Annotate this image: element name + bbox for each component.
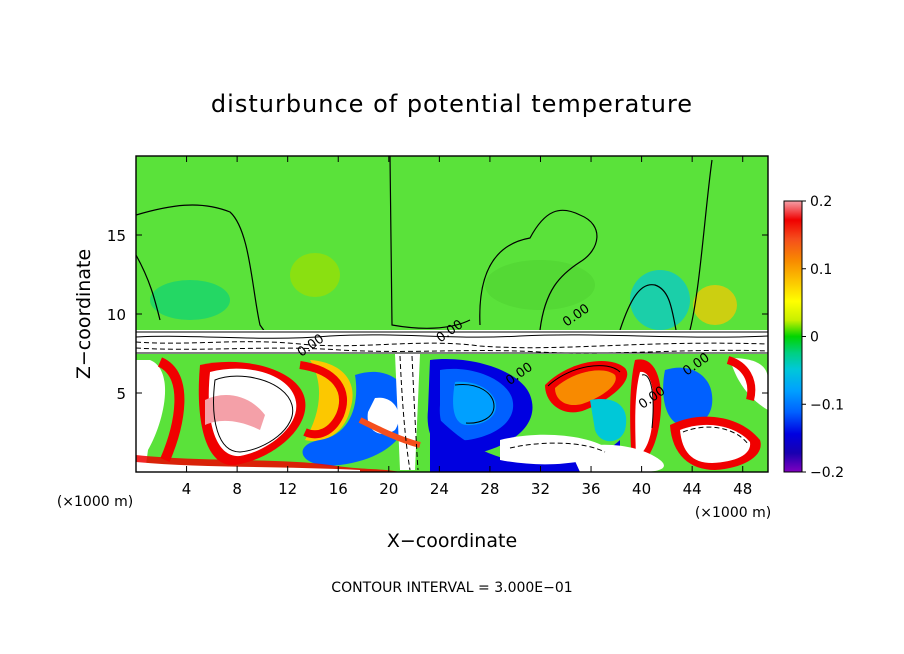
- colorbar: 0.2 0.1 0 −0.1 −0.2: [783, 194, 844, 481]
- x-tick-label: 44: [683, 480, 702, 498]
- colorbar-tick-label: 0.2: [810, 194, 832, 210]
- x-tick-label: 36: [581, 480, 600, 498]
- colorbar-gradient: [783, 200, 803, 473]
- x-tick-label: 24: [430, 480, 449, 498]
- x-tick-label: 32: [531, 480, 550, 498]
- contour-line: [479, 209, 598, 331]
- x-axis: 4 8 12 16 20 24 28 32 36 40 44 48: [182, 156, 752, 498]
- contour-interval-note: CONTOUR INTERVAL = 3.000E−01: [331, 580, 572, 596]
- field-patch: [150, 280, 230, 320]
- x-axis-label: X−coordinate: [387, 530, 517, 552]
- y-tick-label: 15: [107, 227, 126, 245]
- field-patch: [630, 270, 690, 330]
- x-tick-label: 48: [733, 480, 752, 498]
- x-tick-label: 4: [182, 480, 192, 498]
- colorbar-tick-label: −0.2: [810, 465, 844, 481]
- contour-line: [619, 284, 677, 331]
- field-patch: [485, 260, 595, 310]
- field-patch: [290, 253, 340, 297]
- contour-line: [136, 204, 266, 333]
- plot-area: [136, 156, 768, 472]
- x-tick-label: 28: [480, 480, 499, 498]
- colorbar-tick-label: 0: [810, 330, 819, 346]
- chart-title: disturbunce of potential temperature: [211, 90, 693, 118]
- x-tick-label: 16: [329, 480, 348, 498]
- y-axis-label: Z−coordinate: [73, 249, 95, 379]
- contour-line: [136, 254, 161, 321]
- y-tick-label: 5: [116, 385, 126, 403]
- x-unit-label-left: (×1000 m): [57, 494, 133, 510]
- contour-line: [689, 159, 713, 331]
- transition-contours: [136, 331, 768, 354]
- colorbar-tick-label: 0.1: [810, 262, 832, 278]
- x-tick-label: 8: [232, 480, 242, 498]
- y-tick-label: 10: [107, 306, 126, 324]
- colorbar-tick-label: −0.1: [810, 397, 844, 413]
- x-tick-label: 40: [632, 480, 651, 498]
- colorbar-ticks: 0.2 0.1 0 −0.1 −0.2: [802, 194, 844, 481]
- lower-contours: [213, 355, 749, 471]
- field-patch: [693, 285, 737, 325]
- x-unit-label-right: (×1000 m): [695, 505, 771, 521]
- x-tick-label: 20: [379, 480, 398, 498]
- contour-line: [389, 156, 471, 329]
- x-tick-label: 12: [278, 480, 297, 498]
- y-axis: 5 10 15: [107, 227, 768, 403]
